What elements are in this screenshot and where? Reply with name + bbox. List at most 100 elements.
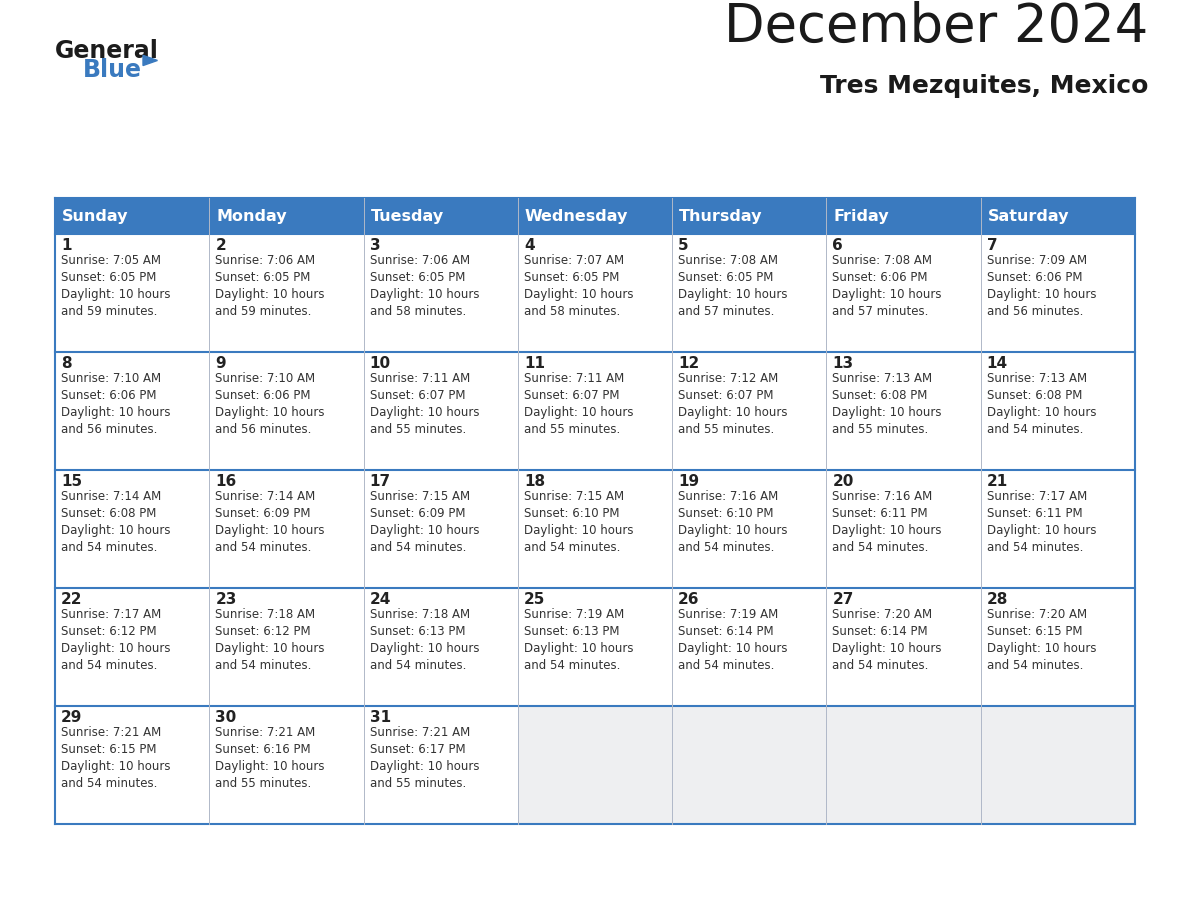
Text: Daylight: 10 hours: Daylight: 10 hours <box>369 642 479 655</box>
Text: Sunset: 6:10 PM: Sunset: 6:10 PM <box>524 507 619 520</box>
Bar <box>981 706 1135 824</box>
Text: Sunset: 6:12 PM: Sunset: 6:12 PM <box>61 625 157 638</box>
Text: Daylight: 10 hours: Daylight: 10 hours <box>215 642 324 655</box>
Text: Sunset: 6:12 PM: Sunset: 6:12 PM <box>215 625 311 638</box>
Bar <box>55 588 209 706</box>
Text: and 54 minutes.: and 54 minutes. <box>215 659 311 672</box>
Text: Sunset: 6:10 PM: Sunset: 6:10 PM <box>678 507 773 520</box>
Text: Daylight: 10 hours: Daylight: 10 hours <box>833 524 942 537</box>
Text: Daylight: 10 hours: Daylight: 10 hours <box>369 406 479 419</box>
Text: Sunset: 6:16 PM: Sunset: 6:16 PM <box>215 743 311 756</box>
Text: Daylight: 10 hours: Daylight: 10 hours <box>833 406 942 419</box>
Text: and 54 minutes.: and 54 minutes. <box>61 541 157 554</box>
Text: 7: 7 <box>987 238 998 253</box>
Text: Sunset: 6:06 PM: Sunset: 6:06 PM <box>987 271 1082 284</box>
Text: Sunrise: 7:20 AM: Sunrise: 7:20 AM <box>987 608 1087 621</box>
Bar <box>209 198 364 234</box>
Text: Sunset: 6:08 PM: Sunset: 6:08 PM <box>833 389 928 402</box>
Bar <box>364 234 518 352</box>
Text: and 54 minutes.: and 54 minutes. <box>524 659 620 672</box>
Bar <box>518 470 672 588</box>
Text: Sunrise: 7:17 AM: Sunrise: 7:17 AM <box>61 608 162 621</box>
Text: Sunset: 6:11 PM: Sunset: 6:11 PM <box>833 507 928 520</box>
Text: Daylight: 10 hours: Daylight: 10 hours <box>61 288 171 301</box>
Text: Tuesday: Tuesday <box>371 208 443 223</box>
Text: Sunrise: 7:12 AM: Sunrise: 7:12 AM <box>678 372 778 385</box>
Text: Sunrise: 7:18 AM: Sunrise: 7:18 AM <box>369 608 469 621</box>
Text: Friday: Friday <box>834 208 889 223</box>
Text: and 55 minutes.: and 55 minutes. <box>524 423 620 436</box>
Text: Sunset: 6:15 PM: Sunset: 6:15 PM <box>987 625 1082 638</box>
Text: 15: 15 <box>61 474 82 489</box>
Text: Sunrise: 7:16 AM: Sunrise: 7:16 AM <box>678 490 778 503</box>
Bar <box>55 234 209 352</box>
Text: Daylight: 10 hours: Daylight: 10 hours <box>524 524 633 537</box>
Text: Sunrise: 7:08 AM: Sunrise: 7:08 AM <box>833 254 933 267</box>
Text: Sunset: 6:11 PM: Sunset: 6:11 PM <box>987 507 1082 520</box>
Bar <box>209 706 364 824</box>
Text: Daylight: 10 hours: Daylight: 10 hours <box>215 406 324 419</box>
Text: 9: 9 <box>215 356 226 371</box>
Bar <box>827 588 981 706</box>
Bar <box>518 198 672 234</box>
Text: Daylight: 10 hours: Daylight: 10 hours <box>369 760 479 773</box>
Text: 31: 31 <box>369 710 391 725</box>
Text: 5: 5 <box>678 238 689 253</box>
Text: Sunrise: 7:10 AM: Sunrise: 7:10 AM <box>61 372 162 385</box>
Text: and 54 minutes.: and 54 minutes. <box>987 541 1083 554</box>
Text: Sunrise: 7:11 AM: Sunrise: 7:11 AM <box>369 372 469 385</box>
Text: Sunrise: 7:19 AM: Sunrise: 7:19 AM <box>678 608 778 621</box>
Text: 2: 2 <box>215 238 226 253</box>
Text: 29: 29 <box>61 710 82 725</box>
Text: Sunset: 6:06 PM: Sunset: 6:06 PM <box>833 271 928 284</box>
Text: and 55 minutes.: and 55 minutes. <box>369 777 466 790</box>
Text: Sunset: 6:05 PM: Sunset: 6:05 PM <box>369 271 465 284</box>
Bar <box>672 234 827 352</box>
Text: Sunset: 6:05 PM: Sunset: 6:05 PM <box>61 271 157 284</box>
Bar <box>55 470 209 588</box>
Bar <box>827 352 981 470</box>
Text: Daylight: 10 hours: Daylight: 10 hours <box>833 642 942 655</box>
Text: Daylight: 10 hours: Daylight: 10 hours <box>524 288 633 301</box>
Text: and 54 minutes.: and 54 minutes. <box>215 541 311 554</box>
Text: 23: 23 <box>215 592 236 607</box>
Text: Sunrise: 7:19 AM: Sunrise: 7:19 AM <box>524 608 624 621</box>
Text: and 54 minutes.: and 54 minutes. <box>987 423 1083 436</box>
Text: Thursday: Thursday <box>680 208 763 223</box>
Text: 1: 1 <box>61 238 71 253</box>
Text: Sunday: Sunday <box>62 208 128 223</box>
Bar <box>672 706 827 824</box>
Text: Sunset: 6:07 PM: Sunset: 6:07 PM <box>524 389 619 402</box>
Text: 4: 4 <box>524 238 535 253</box>
Text: and 54 minutes.: and 54 minutes. <box>678 659 775 672</box>
Polygon shape <box>143 55 158 65</box>
Bar <box>209 470 364 588</box>
Text: Daylight: 10 hours: Daylight: 10 hours <box>833 288 942 301</box>
Text: and 54 minutes.: and 54 minutes. <box>678 541 775 554</box>
Text: Sunrise: 7:06 AM: Sunrise: 7:06 AM <box>369 254 469 267</box>
Text: Daylight: 10 hours: Daylight: 10 hours <box>678 524 788 537</box>
Text: and 56 minutes.: and 56 minutes. <box>215 423 311 436</box>
Text: 13: 13 <box>833 356 853 371</box>
Text: and 54 minutes.: and 54 minutes. <box>61 659 157 672</box>
Text: and 55 minutes.: and 55 minutes. <box>833 423 929 436</box>
Text: Sunrise: 7:14 AM: Sunrise: 7:14 AM <box>61 490 162 503</box>
Bar <box>364 706 518 824</box>
Text: Sunset: 6:05 PM: Sunset: 6:05 PM <box>215 271 310 284</box>
Text: Sunset: 6:09 PM: Sunset: 6:09 PM <box>369 507 465 520</box>
Text: Daylight: 10 hours: Daylight: 10 hours <box>678 406 788 419</box>
Text: Daylight: 10 hours: Daylight: 10 hours <box>524 642 633 655</box>
Text: Sunrise: 7:18 AM: Sunrise: 7:18 AM <box>215 608 315 621</box>
Text: Daylight: 10 hours: Daylight: 10 hours <box>369 524 479 537</box>
Bar <box>364 198 518 234</box>
Text: Sunrise: 7:06 AM: Sunrise: 7:06 AM <box>215 254 315 267</box>
Text: Sunset: 6:05 PM: Sunset: 6:05 PM <box>524 271 619 284</box>
Text: Sunrise: 7:21 AM: Sunrise: 7:21 AM <box>61 726 162 739</box>
Bar <box>55 198 209 234</box>
Bar <box>827 198 981 234</box>
Text: Sunset: 6:08 PM: Sunset: 6:08 PM <box>61 507 157 520</box>
Text: December 2024: December 2024 <box>723 1 1148 53</box>
Bar <box>981 470 1135 588</box>
Bar <box>518 234 672 352</box>
Text: Daylight: 10 hours: Daylight: 10 hours <box>987 524 1097 537</box>
